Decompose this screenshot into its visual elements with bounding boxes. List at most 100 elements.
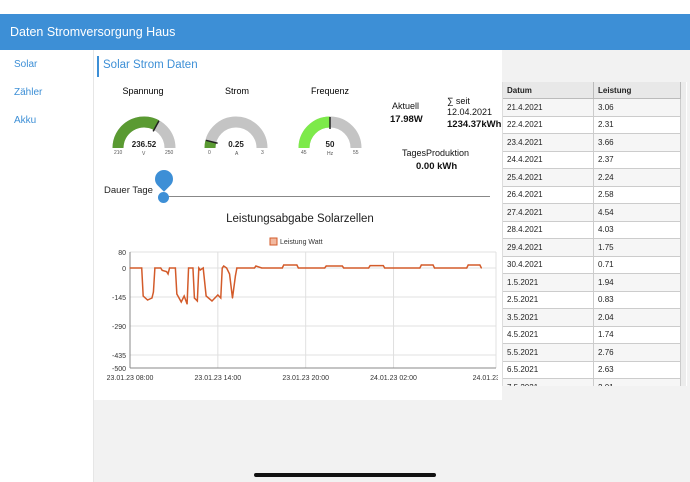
cell-leistung: 1.74 bbox=[593, 326, 681, 344]
cell-leistung: 2.76 bbox=[593, 343, 681, 362]
gauge-track bbox=[204, 116, 268, 149]
gauge-spannung bbox=[112, 116, 176, 149]
data-point bbox=[283, 264, 285, 266]
table-row[interactable]: 26.4.2021 2.58 bbox=[503, 186, 681, 204]
data-point bbox=[193, 297, 196, 299]
column-header-datum[interactable]: Datum bbox=[503, 82, 595, 99]
table-row[interactable]: 24.4.2021 2.37 bbox=[503, 151, 681, 169]
cell-leistung: 2.04 bbox=[593, 308, 681, 327]
data-point bbox=[281, 267, 283, 269]
y-tick-label: 0 bbox=[122, 266, 126, 273]
cell-datum: 4.5.2021 bbox=[503, 326, 595, 344]
daily-production-table[interactable]: Datum Leistung 21.4.2021 3.06 22.4.2021 2.3… bbox=[502, 82, 687, 386]
table-row[interactable]: 6.5.2021 2.63 bbox=[503, 361, 681, 379]
table-row[interactable]: 1.5.2021 1.94 bbox=[503, 273, 681, 292]
data-point bbox=[198, 267, 200, 269]
cell-leistung: 1.94 bbox=[593, 273, 681, 292]
data-point bbox=[231, 297, 234, 299]
gauge-needle bbox=[205, 139, 218, 145]
cell-datum: 24.4.2021 bbox=[503, 151, 595, 169]
data-point bbox=[166, 271, 168, 273]
data-point bbox=[151, 297, 153, 299]
dauer-tage-slider-handle[interactable] bbox=[158, 192, 169, 203]
table-row[interactable]: 4.5.2021 1.74 bbox=[503, 326, 681, 344]
data-point bbox=[167, 273, 169, 275]
table-row[interactable]: 22.4.2021 2.31 bbox=[503, 116, 681, 134]
sidebar-item-akku[interactable]: Akku bbox=[14, 115, 36, 126]
x-tick-label: 23.01.23 08:00 bbox=[107, 375, 154, 382]
cell-leistung: 3.66 bbox=[593, 133, 681, 152]
data-point bbox=[368, 267, 370, 269]
data-point bbox=[255, 265, 257, 267]
data-point bbox=[220, 297, 222, 299]
sidebar-item-zaehler[interactable]: Zähler bbox=[14, 87, 42, 98]
data-point bbox=[433, 267, 436, 269]
cell-leistung: 2.63 bbox=[593, 361, 681, 379]
legend-label: Leistung Watt bbox=[280, 239, 323, 246]
data-point bbox=[236, 267, 238, 269]
y-tick-label: -145 bbox=[112, 295, 126, 302]
data-point bbox=[161, 269, 163, 271]
table-row[interactable]: 3.5.2021 2.04 bbox=[503, 308, 681, 327]
gauge-label-spannung: Spannung bbox=[122, 86, 164, 96]
cell-datum: 26.4.2021 bbox=[503, 186, 595, 204]
cell-datum: 2.5.2021 bbox=[503, 291, 595, 309]
cell-leistung: 2.31 bbox=[593, 116, 681, 134]
data-point bbox=[343, 267, 345, 269]
data-point bbox=[214, 297, 216, 299]
data-point bbox=[467, 264, 469, 266]
data-point bbox=[261, 267, 263, 269]
data-point bbox=[152, 291, 155, 293]
gauge-frequenz bbox=[298, 116, 362, 149]
data-point bbox=[217, 294, 219, 296]
seit-value: 1234.37kWh bbox=[447, 119, 502, 130]
table-row[interactable]: 25.4.2021 2.24 bbox=[503, 168, 681, 187]
gauge-fill bbox=[204, 140, 217, 149]
table-row[interactable]: 21.4.2021 3.06 bbox=[503, 98, 681, 117]
table-row[interactable]: 29.4.2021 1.75 bbox=[503, 238, 681, 257]
gauge-max-spannung: 250 bbox=[165, 150, 174, 156]
table-row[interactable]: 27.4.2021 4.54 bbox=[503, 203, 681, 222]
data-point bbox=[296, 264, 298, 266]
power-line-chart: 80 0 -145 -290 -435 -500 23.01.23 08:00 23.01.2… bbox=[107, 237, 498, 382]
data-point bbox=[432, 264, 434, 266]
cell-datum: 23.4.2021 bbox=[503, 133, 595, 152]
column-header-leistung[interactable]: Leistung bbox=[593, 82, 681, 99]
gauge-unit-strom: A bbox=[235, 151, 239, 157]
data-point bbox=[479, 264, 481, 266]
data-point bbox=[369, 265, 371, 267]
data-point bbox=[419, 267, 421, 269]
seit-label: ∑ seit bbox=[447, 96, 470, 106]
y-tick-label: -435 bbox=[112, 353, 126, 360]
legend-swatch bbox=[269, 237, 278, 246]
tagesproduktion-label: TagesProduktion bbox=[402, 148, 470, 158]
cell-datum: 5.5.2021 bbox=[503, 343, 595, 362]
dauer-tage-slider-track[interactable] bbox=[164, 196, 490, 197]
y-tick-label: 80 bbox=[118, 250, 126, 257]
table-scrollbar[interactable] bbox=[681, 82, 686, 386]
table-row[interactable]: 28.4.2021 4.03 bbox=[503, 221, 681, 239]
y-tick-label: -290 bbox=[112, 324, 126, 331]
table-row[interactable]: 2.5.2021 0.83 bbox=[503, 291, 681, 309]
data-point bbox=[234, 275, 237, 277]
sidebar-item-solar[interactable]: Solar bbox=[14, 59, 37, 70]
y-tick-label: -500 bbox=[112, 366, 126, 373]
table-row[interactable]: 23.4.2021 3.66 bbox=[503, 133, 681, 152]
data-point bbox=[325, 265, 327, 267]
cell-datum: 3.5.2021 bbox=[503, 308, 595, 327]
table-row[interactable]: 5.5.2021 2.76 bbox=[503, 343, 681, 362]
app-title: Daten Stromversorgung Haus bbox=[10, 25, 176, 39]
x-tick-label: 23.01.23 20:00 bbox=[282, 375, 329, 382]
cell-leistung: 2.24 bbox=[593, 168, 681, 187]
cell-leistung: 0.71 bbox=[593, 256, 681, 274]
data-point bbox=[324, 267, 326, 269]
status-bar bbox=[0, 0, 690, 14]
gauge-label-strom: Strom bbox=[224, 86, 249, 96]
cell-leistung: 2.01 bbox=[593, 378, 681, 386]
data-point bbox=[223, 265, 225, 267]
dauer-tage-label: Dauer Tage bbox=[104, 185, 153, 196]
cell-datum: 6.5.2021 bbox=[503, 361, 595, 379]
data-point bbox=[160, 267, 162, 269]
table-row[interactable]: 30.4.2021 0.71 bbox=[503, 256, 681, 274]
